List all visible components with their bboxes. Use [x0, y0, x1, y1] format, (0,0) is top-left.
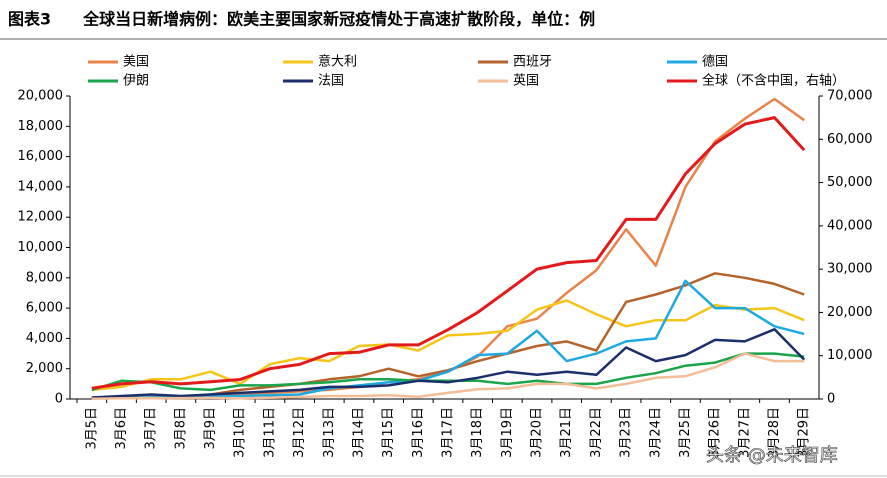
legend-label: 全球（不含中国，右轴） [702, 73, 845, 89]
y2-tick-label: 70,000 [827, 89, 873, 104]
y2-tick-label: 30,000 [827, 262, 873, 277]
y2-tick-label: 20,000 [827, 305, 873, 320]
x-tick-label: 3月20日 [530, 407, 545, 458]
y-tick-label: 6,000 [26, 301, 63, 316]
legend-label: 英国 [513, 74, 539, 89]
legend-label: 法国 [318, 74, 344, 89]
legend-label: 伊朗 [123, 74, 149, 89]
x-tick-label: 3月19日 [500, 407, 515, 458]
x-tick-label: 3月16日 [411, 407, 426, 458]
x-tick-label: 3月10日 [233, 407, 248, 458]
legend-label: 意大利 [318, 54, 357, 70]
y-tick-label: 12,000 [18, 210, 64, 225]
x-tick-label: 3月14日 [351, 407, 366, 458]
x-tick-label: 3月25日 [678, 407, 693, 458]
y-tick-label: 0 [55, 392, 63, 407]
x-tick-label: 3月28日 [767, 407, 782, 458]
x-tick-label: 3月5日 [84, 407, 99, 450]
series-line [91, 116, 806, 390]
series-line [91, 97, 805, 400]
legend-label: 德国 [702, 55, 728, 70]
x-tick-label: 3月27日 [737, 407, 752, 458]
series-line [91, 352, 805, 392]
y2-tick-label: 60,000 [827, 132, 873, 147]
x-tick-label: 3月18日 [470, 407, 485, 458]
y2-tick-label: 40,000 [827, 218, 873, 233]
series-line [91, 352, 805, 400]
x-tick-label: 3月29日 [797, 407, 812, 458]
x-tick-label: 3月21日 [559, 407, 574, 458]
series-line [91, 299, 805, 392]
series-line [91, 328, 806, 399]
y-tick-label: 18,000 [18, 119, 64, 134]
y-tick-label: 14,000 [18, 179, 64, 194]
x-tick-label: 3月24日 [648, 407, 663, 458]
x-tick-label: 3月13日 [322, 407, 337, 458]
y-tick-label: 20,000 [18, 89, 64, 104]
y-tick-label: 10,000 [18, 240, 64, 255]
x-tick-label: 3月26日 [708, 407, 723, 458]
x-tick-label: 3月23日 [619, 407, 634, 458]
legend-label: 西班牙 [513, 55, 552, 70]
y-tick-label: 8,000 [26, 270, 63, 285]
y2-tick-label: 10,000 [827, 348, 873, 363]
y2-tick-label: 50,000 [827, 175, 873, 190]
x-tick-label: 3月15日 [381, 407, 396, 458]
x-tick-label: 3月12日 [292, 407, 307, 458]
y2-tick-label: 0 [827, 392, 835, 407]
x-tick-label: 3月11日 [262, 407, 277, 458]
x-tick-label: 3月7日 [144, 407, 159, 450]
y-tick-label: 4,000 [26, 331, 63, 346]
x-tick-label: 3月9日 [203, 407, 218, 450]
y-tick-label: 16,000 [18, 149, 64, 164]
x-tick-label: 3月22日 [589, 407, 604, 458]
y-tick-label: 2,000 [26, 361, 63, 376]
x-tick-label: 3月8日 [173, 407, 188, 450]
legend-label: 美国 [123, 55, 149, 70]
x-tick-label: 3月6日 [114, 407, 129, 450]
watermark: 头条 @未来智库 [706, 445, 838, 466]
chart-title: 图表3 全球当日新增病例：欧美主要国家新冠疫情处于高速扩散阶段，单位：例 [8, 10, 595, 29]
x-tick-label: 3月17日 [441, 407, 456, 458]
